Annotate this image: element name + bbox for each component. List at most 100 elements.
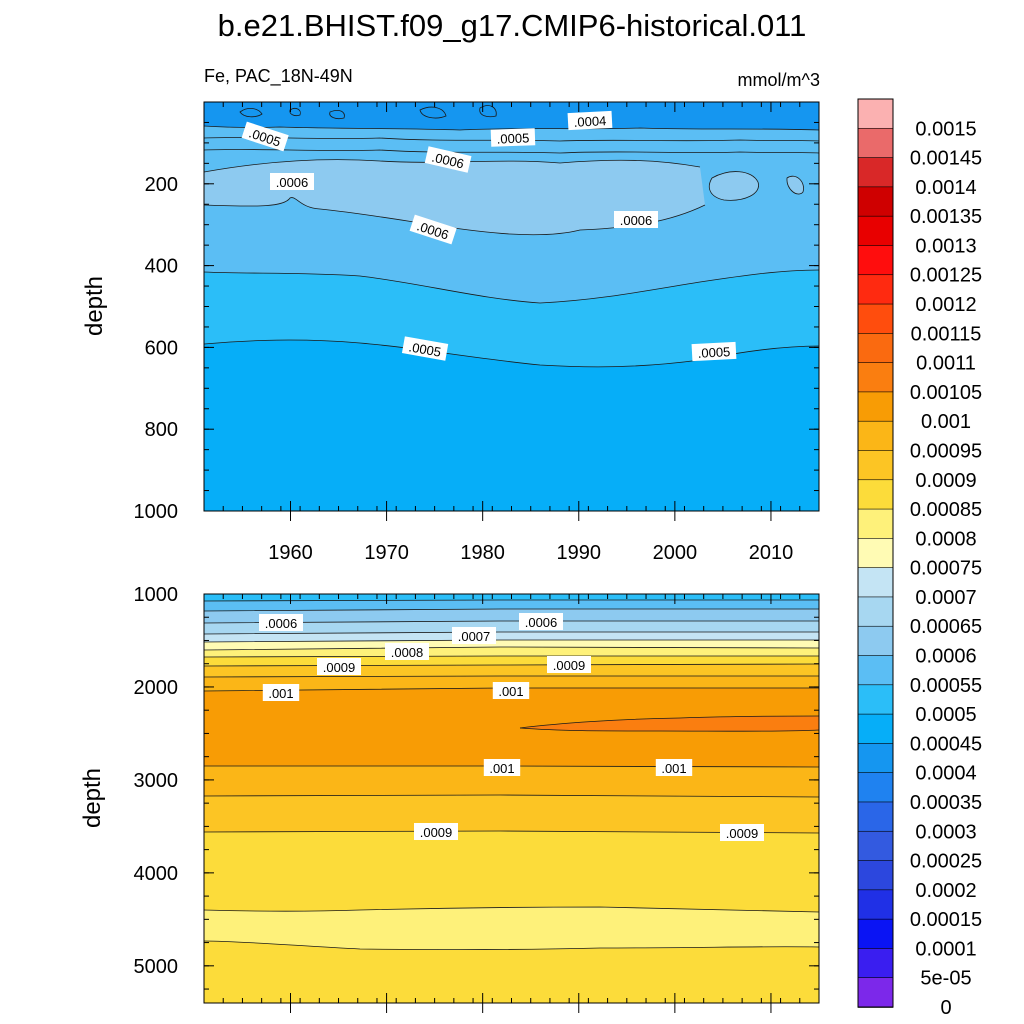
colorbar-swatch bbox=[857, 918, 894, 950]
colorbar: 0.0015 0.00145 0.0014 0.00135 0.0013 0.00125 0… bbox=[857, 98, 982, 1019]
y-tick-label: 4000 bbox=[134, 863, 179, 885]
colorbar-swatch bbox=[857, 889, 894, 920]
contour-label: .0005 bbox=[691, 341, 737, 362]
contour-label-bg bbox=[614, 211, 658, 228]
contour-label-text: .0009 bbox=[420, 825, 453, 840]
contour-label-bg bbox=[401, 336, 449, 361]
contour-label: .0008 bbox=[385, 643, 429, 660]
contour-label-text: .0005 bbox=[408, 339, 443, 359]
contour-label-text: .001 bbox=[268, 686, 293, 701]
colorbar-level-label: 0.0004 bbox=[915, 763, 976, 785]
colorbar-level-label: 0 bbox=[940, 997, 951, 1019]
y-tick-label: 3000 bbox=[134, 770, 179, 792]
contour-label-text: .0006 bbox=[276, 175, 309, 190]
x-tick-label: 1980 bbox=[460, 542, 505, 564]
fill-0.0004 bbox=[204, 102, 819, 130]
colorbar-swatch bbox=[857, 596, 894, 628]
contour-label-bg bbox=[317, 658, 361, 675]
contour-label-bg bbox=[490, 128, 536, 147]
colorbar-swatch bbox=[857, 977, 894, 1008]
top-panel: .0004.0005.0005.0006.0006.0006.0006.0005… bbox=[81, 101, 820, 564]
chart-title: b.e21.BHIST.f09_g17.CMIP6-historical.011 bbox=[218, 8, 807, 43]
x-tick-label: 2000 bbox=[653, 542, 698, 564]
y-tick-label: 1000 bbox=[134, 584, 179, 606]
colorbar-swatch bbox=[857, 450, 894, 481]
contour-label: .0005 bbox=[490, 128, 536, 147]
variable-label: Fe, PAC_18N-49N bbox=[204, 66, 353, 87]
contour-label: .0009 bbox=[547, 656, 591, 673]
x-tick-label: 1990 bbox=[557, 542, 602, 564]
colorbar-swatch bbox=[857, 215, 894, 247]
colorbar-level-label: 0.0005 bbox=[915, 704, 976, 726]
y-tick-label: 800 bbox=[145, 419, 178, 441]
contour-label-text: .001 bbox=[489, 761, 514, 776]
contour-label: .0005 bbox=[401, 336, 449, 361]
colorbar-level-label: 0.00035 bbox=[910, 792, 982, 814]
contour-label-text: .0009 bbox=[726, 826, 759, 841]
colorbar-level-label: 0.00025 bbox=[910, 851, 982, 873]
colorbar-swatch bbox=[857, 684, 894, 715]
colorbar-level-label: 0.0012 bbox=[915, 294, 976, 316]
colorbar-level-label: 0.00065 bbox=[910, 616, 982, 638]
contour-label: .0009 bbox=[414, 823, 458, 840]
contour-label-text: .0008 bbox=[391, 645, 424, 660]
colorbar-level-label: 0.00125 bbox=[910, 265, 982, 287]
contour-label-text: .0006 bbox=[265, 616, 298, 631]
colorbar-swatch bbox=[857, 830, 894, 862]
contour-label-text: .0006 bbox=[525, 615, 558, 630]
colorbar-swatch bbox=[857, 157, 894, 188]
contour-label-bg bbox=[270, 173, 314, 190]
colorbar-swatch bbox=[857, 420, 894, 452]
colorbar-level-label: 0.0002 bbox=[915, 880, 976, 902]
contour-label-text: .0007 bbox=[458, 629, 491, 644]
colorbar-swatch bbox=[857, 274, 894, 305]
contour-label: .0006 bbox=[519, 613, 563, 630]
contour-label-bg bbox=[409, 214, 457, 245]
colorbar-swatch bbox=[857, 98, 894, 130]
contour-label-text: .0005 bbox=[496, 130, 529, 146]
colorbar-swatch bbox=[857, 567, 894, 598]
colorbar-swatch bbox=[857, 625, 894, 657]
contour-label-text: .0006 bbox=[620, 213, 653, 228]
contour-label-text: .001 bbox=[661, 761, 686, 776]
contour-label-text: .0009 bbox=[323, 660, 356, 675]
fill-0.0006-patch bbox=[786, 176, 804, 195]
y-tick-label: 200 bbox=[145, 174, 178, 196]
x-tick-label: 1970 bbox=[364, 542, 409, 564]
colorbar-swatch bbox=[857, 333, 894, 364]
contour-label: .0006 bbox=[259, 614, 303, 631]
colorbar-swatch bbox=[857, 186, 894, 217]
contour-label-bg bbox=[492, 682, 530, 699]
colorbar-level-label: 0.0013 bbox=[915, 235, 976, 257]
y-tick-label: 1000 bbox=[134, 501, 179, 523]
contour-label: .0004 bbox=[567, 110, 613, 131]
colorbar-level-label: 0.0006 bbox=[915, 646, 976, 668]
colorbar-swatch bbox=[857, 245, 894, 276]
colorbar-swatch bbox=[857, 948, 894, 979]
colorbar-level-label: 0.0014 bbox=[915, 177, 976, 199]
colorbar-level-label: 0.00085 bbox=[910, 499, 982, 521]
contour-label: .0006 bbox=[270, 173, 314, 190]
contour-label-bg bbox=[424, 146, 472, 173]
contour-label-bg bbox=[655, 759, 693, 776]
contour-label: .0007 bbox=[452, 627, 496, 644]
fill-0.0006-patch bbox=[709, 171, 759, 201]
colorbar-level-label: 5e-05 bbox=[920, 968, 971, 990]
contour-label: .001 bbox=[483, 759, 521, 776]
contour-label-text: .0006 bbox=[430, 150, 465, 172]
colorbar-level-label: 0.00105 bbox=[910, 382, 982, 404]
contour-label-bg bbox=[452, 627, 496, 644]
bottom-x-axis bbox=[203, 594, 820, 1013]
contour-label-bg bbox=[720, 824, 764, 841]
colorbar-level-label: 0.00075 bbox=[910, 558, 982, 580]
x-tick-label: 2010 bbox=[749, 542, 794, 564]
fill-0.0006 bbox=[204, 159, 705, 235]
y-tick-label: 2000 bbox=[134, 677, 179, 699]
contour-label-bg bbox=[547, 656, 591, 673]
contour-label-bg bbox=[483, 759, 521, 776]
contour-label: .0009 bbox=[317, 658, 361, 675]
colorbar-level-label: 0.0011 bbox=[916, 353, 976, 375]
bottom-y-axis-label: depth bbox=[79, 768, 106, 828]
colorbar-level-label: 0.00055 bbox=[910, 675, 982, 697]
colorbar-level-label: 0.0001 bbox=[915, 938, 976, 960]
